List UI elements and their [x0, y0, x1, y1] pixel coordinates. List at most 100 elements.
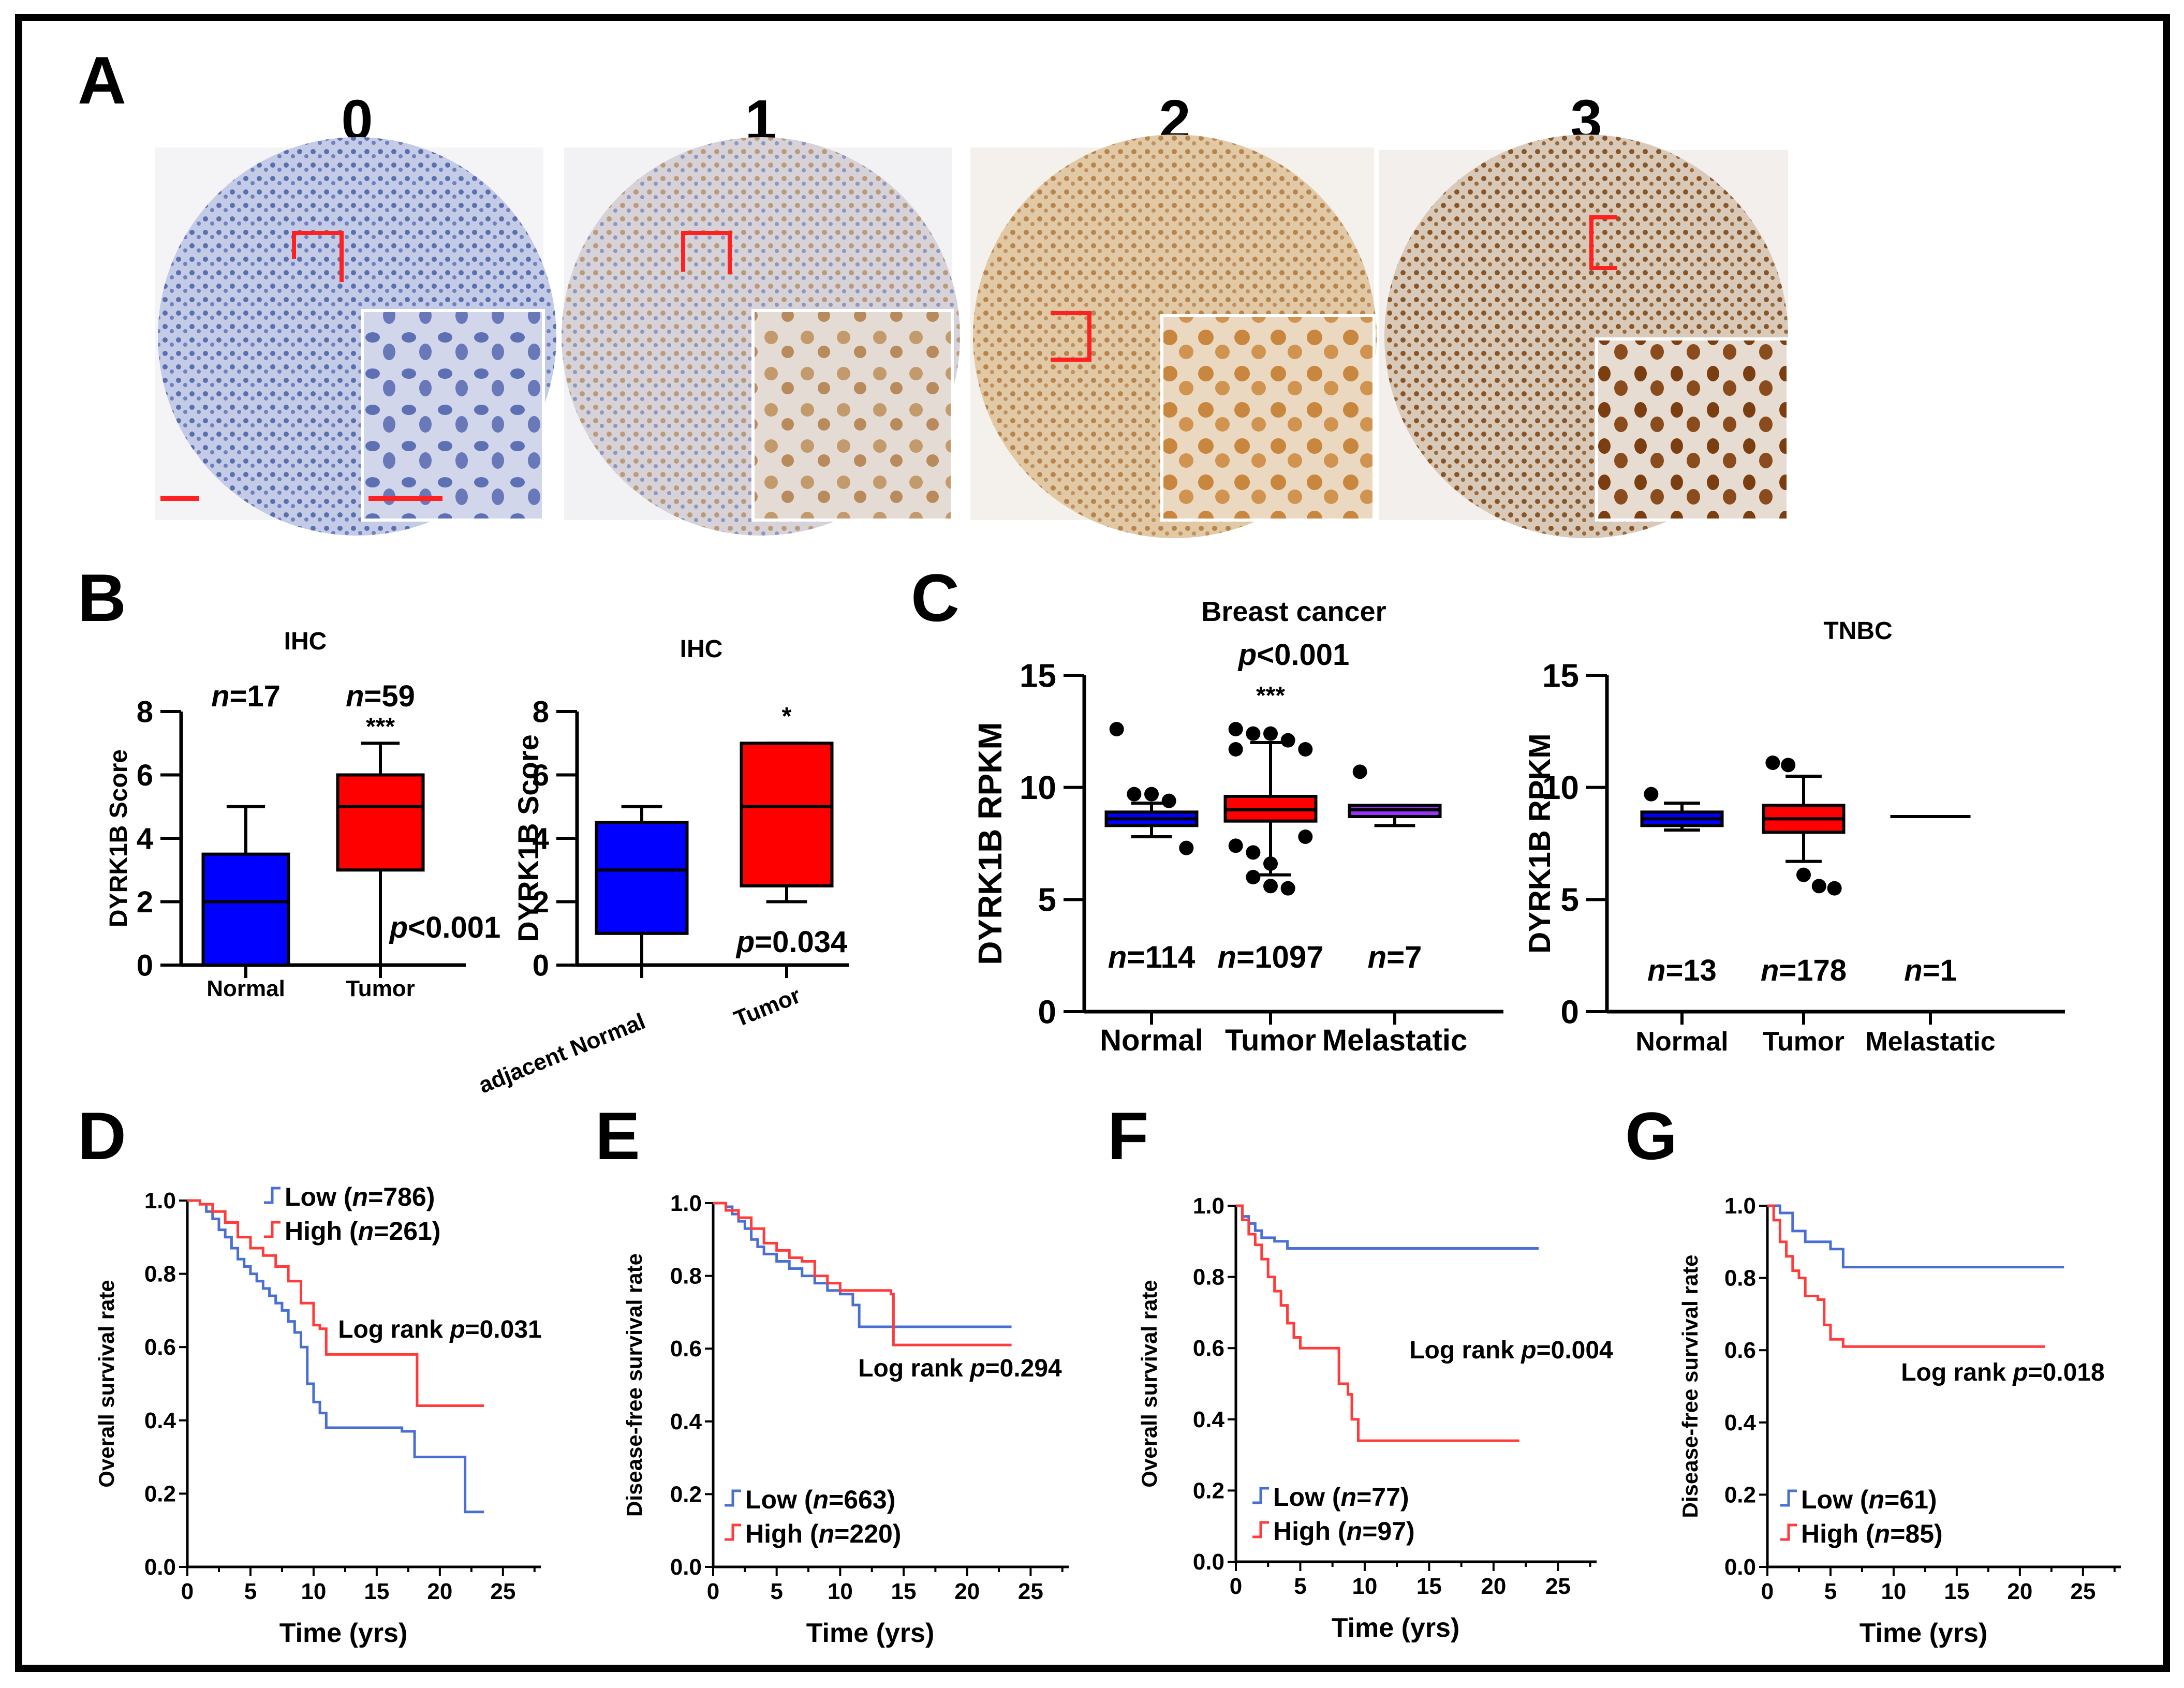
y-tick-label: 8	[137, 695, 153, 729]
x-axis-label: Time (yrs)	[1860, 1618, 1988, 1648]
legend-label-low: Low (n=61)	[1801, 1485, 1937, 1514]
x-tick-label: 20	[954, 1579, 980, 1604]
y-tick-label: 10	[1020, 769, 1056, 806]
legend-swatch-high	[1252, 1521, 1269, 1538]
y-tick-label: 0.8	[1724, 1266, 1756, 1291]
legend-label-low: Low (n=77)	[1273, 1483, 1409, 1512]
box-body	[595, 821, 689, 935]
outlier-point	[1109, 722, 1124, 736]
legend-label-high: High (n=97)	[1273, 1517, 1415, 1546]
outlier-point	[1781, 758, 1796, 773]
chart-title: IHC	[284, 628, 327, 655]
y-axis-label: DYRK1B RPKM	[971, 722, 1009, 965]
y-tick-label: 0.6	[1193, 1336, 1224, 1361]
x-axis-label: Time (yrs)	[1332, 1613, 1460, 1643]
outlier-point	[1765, 756, 1780, 770]
y-axis-label: Disease-free survival rate	[1678, 1255, 1702, 1518]
outlier-point	[1228, 838, 1243, 853]
zoom-bracket-icon	[1051, 311, 1091, 362]
y-tick-label: 0.6	[670, 1336, 702, 1361]
legend-swatch-high	[725, 1523, 741, 1541]
ihc-image-score-1	[562, 137, 960, 536]
y-tick-label: 0.2	[670, 1482, 702, 1507]
legend-label-low: Low (n=786)	[285, 1182, 435, 1211]
x-tick-label: 10	[828, 1579, 853, 1604]
panel-letter-d: D	[78, 1098, 126, 1174]
outlier-point	[1796, 867, 1811, 882]
panel-letter-c: C	[911, 560, 960, 635]
n-label: n=1097	[1217, 940, 1323, 974]
outlier-point	[1280, 733, 1295, 748]
y-tick-label: 0.0	[670, 1554, 702, 1580]
x-category-label: Tumor	[346, 976, 415, 1001]
panel-letter-b: B	[78, 560, 126, 635]
y-tick-label: 5	[1560, 881, 1579, 919]
y-tick-label: 0.4	[144, 1408, 176, 1433]
y-tick-label: 5	[1038, 881, 1056, 919]
y-tick-label: 6	[533, 759, 549, 792]
y-tick-label: 0.0	[1193, 1549, 1224, 1575]
y-tick-label: 1.0	[1724, 1193, 1756, 1219]
y-tick-label: 0.4	[1193, 1407, 1225, 1432]
x-tick-label: 5	[1824, 1579, 1837, 1604]
chart-title: Breast cancer	[1201, 596, 1386, 627]
outlier-point	[1298, 742, 1313, 757]
x-category-label: Melastatic	[1865, 1027, 1995, 1057]
panel-letter-e: E	[595, 1098, 640, 1174]
y-tick-label: 15	[1020, 657, 1056, 694]
outlier-point	[1228, 722, 1243, 736]
survival-curve-high	[187, 1199, 484, 1407]
y-tick-label: 4	[533, 822, 549, 855]
log-rank-label: Log rank p=0.294	[858, 1355, 1062, 1382]
y-tick-label: 0.8	[670, 1264, 702, 1289]
y-tick-label: 0	[1038, 993, 1056, 1030]
y-tick-label: 10	[1542, 769, 1579, 806]
y-axis-label: DYRK1B Score	[512, 734, 544, 942]
x-category-label: Normal	[1100, 1024, 1203, 1057]
n-label: n=1	[1904, 954, 1957, 987]
legend-swatch-low	[1780, 1489, 1797, 1507]
panel-letter-a: A	[78, 42, 126, 118]
log-rank-label: Log rank p=0.018	[1901, 1359, 2105, 1386]
y-tick-label: 0	[533, 949, 549, 982]
y-tick-label: 0.6	[144, 1335, 176, 1360]
legend-label-high: High (n=220)	[745, 1519, 901, 1548]
survival-curve-high	[713, 1202, 1012, 1346]
outlier-point	[1811, 879, 1826, 894]
outlier-point	[1179, 840, 1194, 855]
y-axis-label: Disease-free survival rate	[622, 1253, 646, 1517]
chart-g-disease-free-survival: 0.0 0.2 0.4 0.6 0.8 1.0 0 5 10 15 20 25 Time (yrs) Di…	[1678, 1193, 2121, 1648]
x-category-label: Tumor	[1763, 1027, 1844, 1057]
y-axis-label: Overall survival rate	[1137, 1280, 1161, 1488]
chart-title: IHC	[680, 635, 723, 663]
y-tick-label: 0.6	[1724, 1338, 1756, 1363]
x-tick-label: 25	[1018, 1579, 1043, 1604]
legend-swatch-high	[264, 1221, 281, 1238]
outlier-point	[1827, 881, 1842, 896]
chart-title: TNBC	[1823, 617, 1892, 645]
box-body	[201, 852, 290, 967]
x-tick-label: 20	[2007, 1579, 2032, 1604]
x-tick-label: 20	[1481, 1574, 1506, 1599]
outlier-point	[1263, 726, 1278, 741]
y-tick-label: 0.0	[1724, 1554, 1756, 1580]
n-label: n=17	[211, 679, 281, 713]
n-label: n=7	[1367, 940, 1422, 974]
survival-curve-high	[1767, 1204, 2045, 1348]
x-tick-label: 25	[1545, 1574, 1571, 1599]
n-label: n=114	[1108, 940, 1196, 974]
y-tick-label: 15	[1542, 657, 1579, 694]
significance-marker: ***	[366, 713, 395, 741]
y-tick-label: 1.0	[144, 1188, 176, 1213]
y-axis-label: DYRK1B Score	[105, 749, 132, 927]
outlier-point	[1644, 787, 1659, 802]
outlier-point	[1352, 764, 1367, 779]
log-rank-label: Log rank p=0.004	[1409, 1337, 1613, 1364]
x-tick-label: 10	[1352, 1574, 1377, 1599]
p-value-label: p<0.001	[389, 911, 500, 944]
y-tick-label: 0.8	[144, 1262, 176, 1287]
panel-letter-f: F	[1108, 1098, 1148, 1174]
legend-swatch-low	[264, 1187, 281, 1204]
x-axis-label: Time (yrs)	[279, 1618, 408, 1648]
